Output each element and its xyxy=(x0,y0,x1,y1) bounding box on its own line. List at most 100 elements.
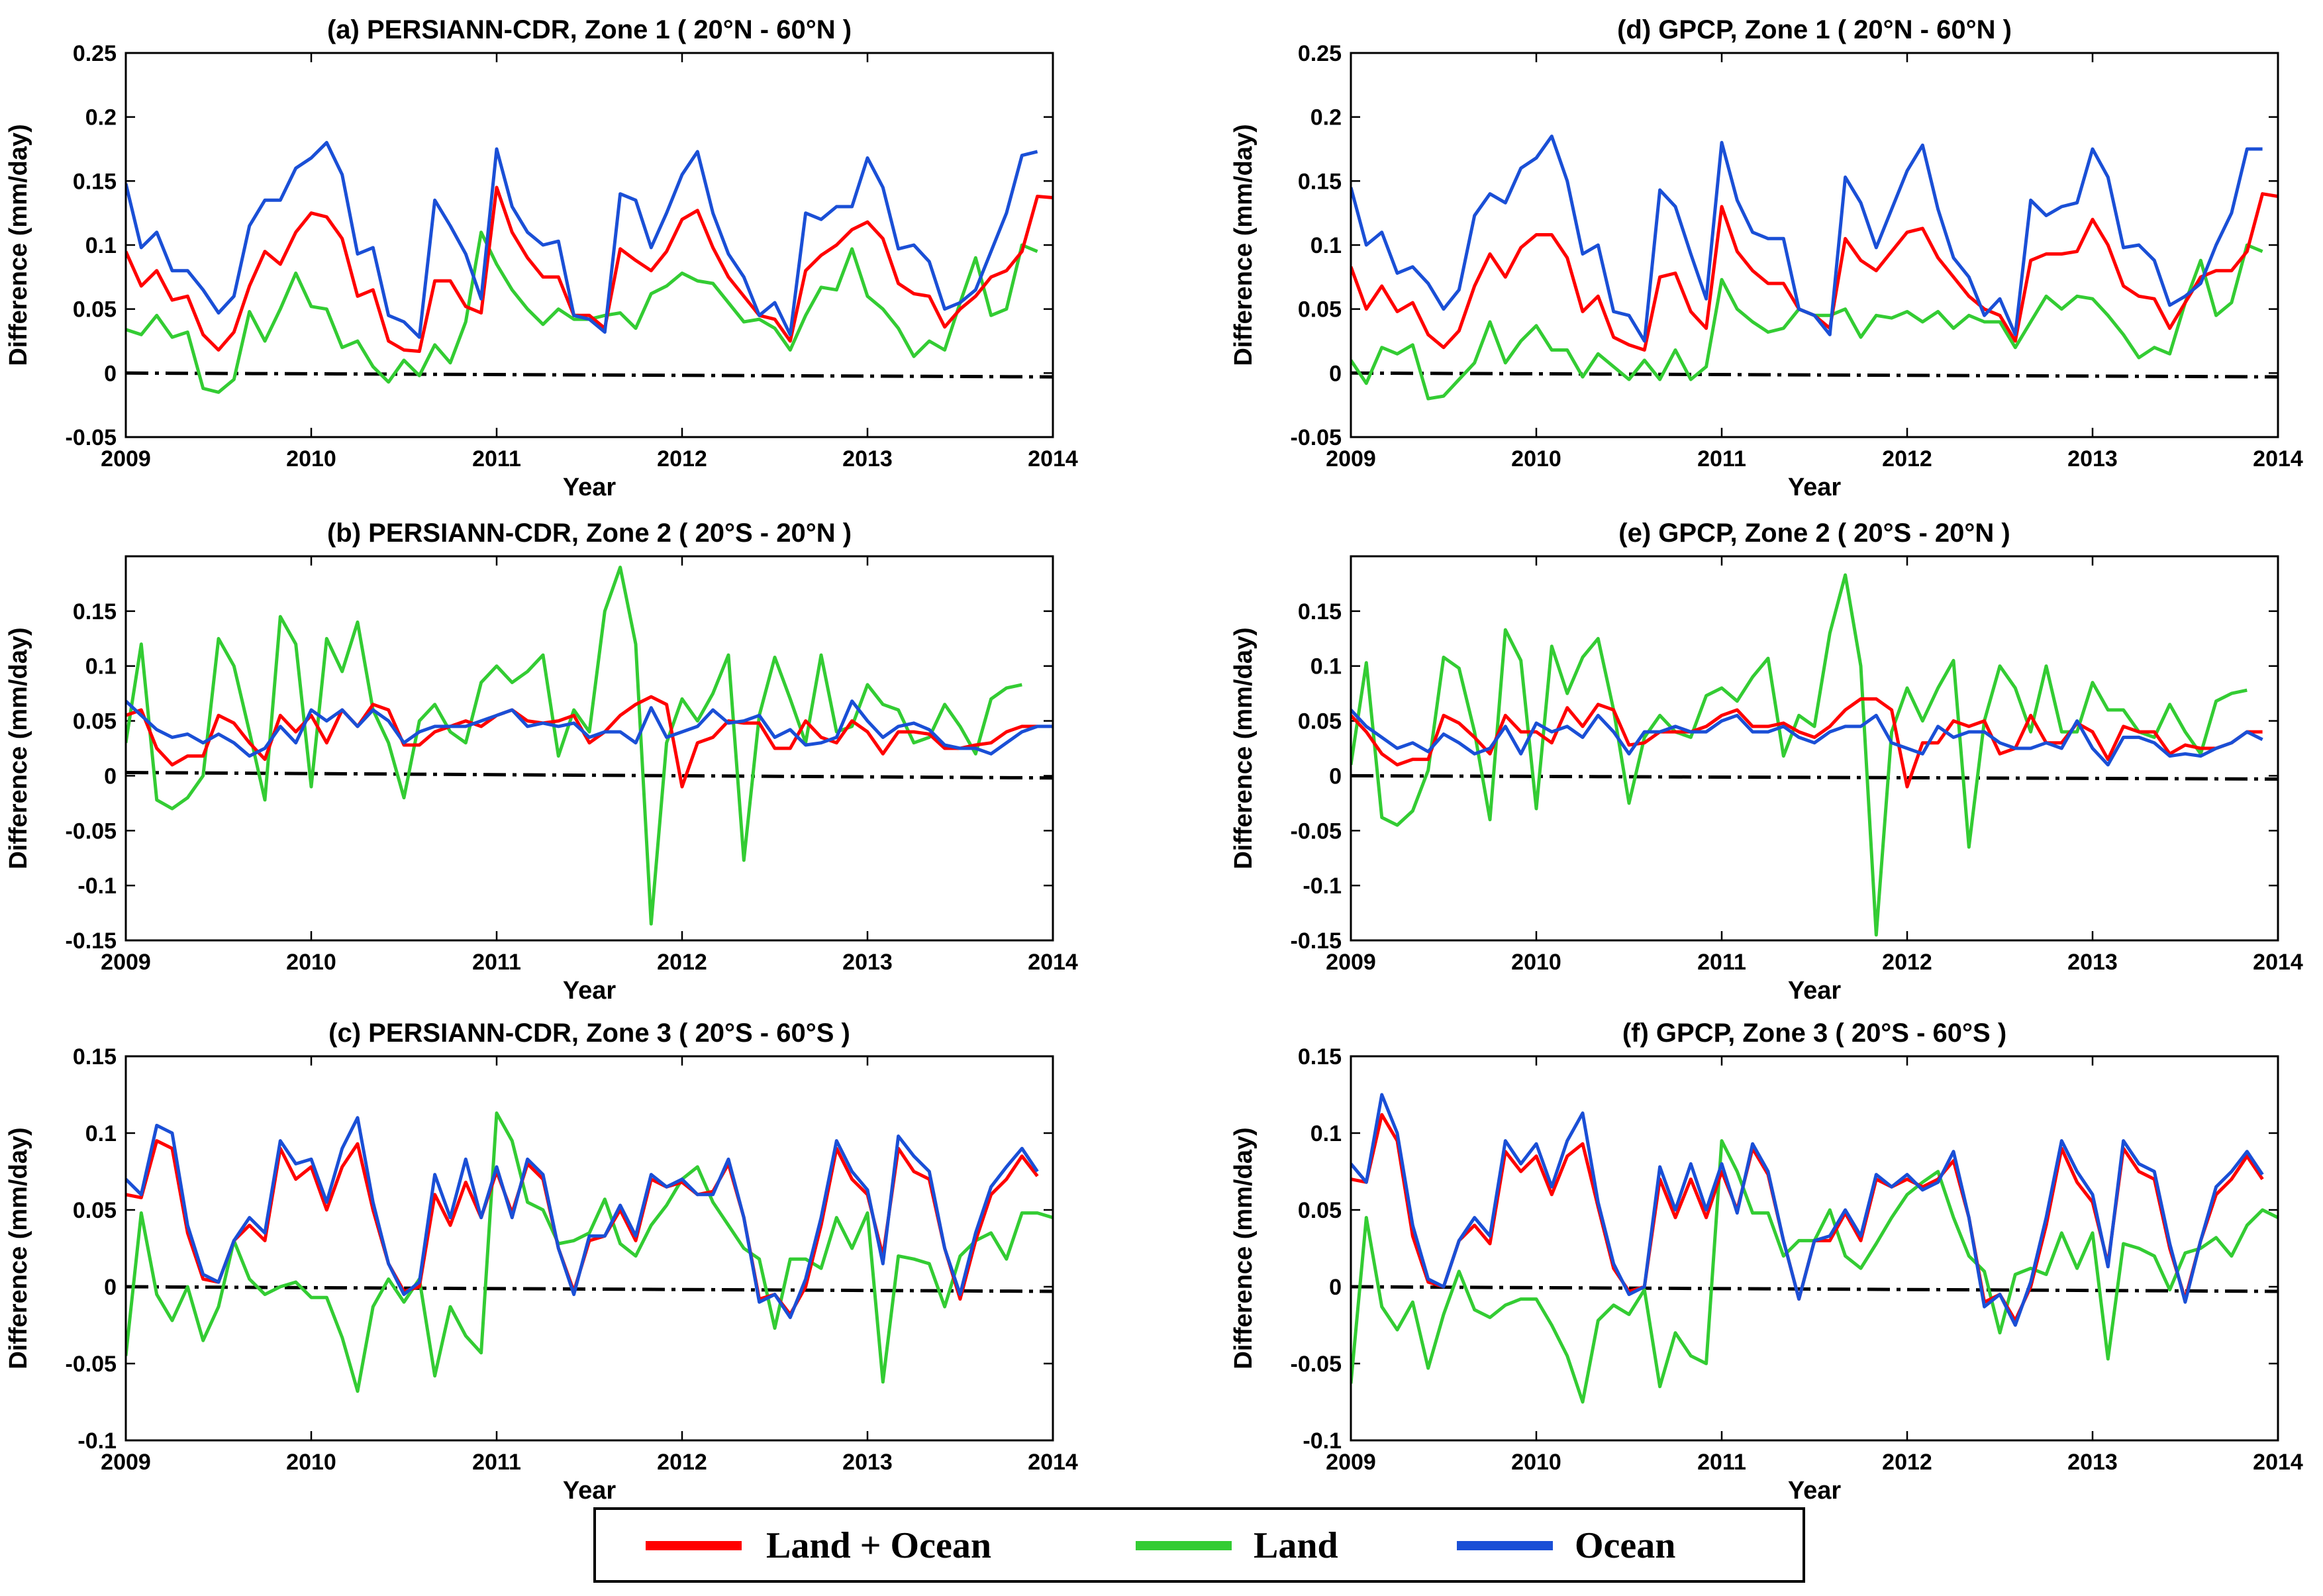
series-line-ocean xyxy=(126,1116,1039,1319)
legend-label-land: Land xyxy=(1254,1525,1338,1566)
series-line-ocean xyxy=(126,140,1038,339)
chart-panel-b: (b) PERSIANN-CDR, Zone 2 ( 20°S - 20°N )… xyxy=(5,519,1078,1005)
x-tick-label: 2009 xyxy=(101,950,151,975)
y-tick-label: 0.15 xyxy=(1298,1044,1342,1070)
x-tick-label: 2010 xyxy=(1511,446,1561,472)
y-tick-label: 0.15 xyxy=(1298,599,1342,624)
y-tick-label: 0.1 xyxy=(1310,233,1342,258)
y-tick-label: -0.05 xyxy=(1291,425,1342,450)
x-tick-label: 2013 xyxy=(842,1450,893,1475)
chart-panel-a: (a) PERSIANN-CDR, Zone 1 ( 20°N - 60°N )… xyxy=(5,15,1078,501)
y-tick-label: 0.25 xyxy=(73,41,117,66)
plot-area xyxy=(1351,556,2278,940)
x-tick-label: 2012 xyxy=(1882,950,1932,975)
y-tick-label: 0 xyxy=(104,1275,117,1300)
x-tick-label: 2013 xyxy=(2067,446,2118,472)
series-group xyxy=(126,140,1053,394)
x-tick-label: 2014 xyxy=(1028,950,1078,975)
y-tick-label: -0.05 xyxy=(1291,1352,1342,1377)
x-axis-label: Year xyxy=(1788,474,1842,501)
series-zero-reference-line xyxy=(126,771,1053,780)
series-line-land-ocean xyxy=(126,185,1053,353)
panels: (a) PERSIANN-CDR, Zone 1 ( 20°N - 60°N )… xyxy=(5,15,2303,1505)
y-tick-label: -0.05 xyxy=(1291,819,1342,844)
y-tick-label: 0.05 xyxy=(73,709,117,734)
y-tick-label: -0.1 xyxy=(1303,873,1342,899)
y-tick-label: 0 xyxy=(104,764,117,789)
x-axis-label: Year xyxy=(563,474,617,501)
series-group xyxy=(126,566,1053,926)
series-line-land-ocean xyxy=(1351,697,2263,789)
x-tick-label: 2011 xyxy=(472,950,521,975)
chart-title: (e) GPCP, Zone 2 ( 20°S - 20°N ) xyxy=(1618,519,2010,548)
y-tick-label: -0.1 xyxy=(1303,1428,1342,1454)
y-tick-label: 0.2 xyxy=(85,105,117,130)
x-tick-label: 2013 xyxy=(842,950,893,975)
x-tick-label: 2010 xyxy=(286,446,336,472)
x-tick-label: 2010 xyxy=(286,1450,336,1475)
y-tick-label: -0.15 xyxy=(66,928,117,954)
series-line-land xyxy=(126,230,1038,394)
x-tick-label: 2013 xyxy=(2067,1450,2118,1475)
x-tick-label: 2009 xyxy=(1326,446,1376,472)
x-axis-label: Year xyxy=(1788,1477,1842,1505)
y-tick-label: 0.1 xyxy=(85,233,117,258)
chart-panel-d: (d) GPCP, Zone 1 ( 20°N - 60°N ) 2009 2010… xyxy=(1230,15,2303,501)
series-line-land xyxy=(126,566,1022,926)
chart-title: (b) PERSIANN-CDR, Zone 2 ( 20°S - 20°N ) xyxy=(327,519,852,548)
plot-frame xyxy=(1350,52,2279,438)
legend-label-land-ocean: Land + Ocean xyxy=(766,1525,991,1566)
plot-frame xyxy=(124,52,1054,438)
y-axis-label: Difference (mm/day) xyxy=(5,627,32,869)
y-tick-label: 0.05 xyxy=(1298,1198,1342,1223)
y-tick-label: 0.15 xyxy=(1298,169,1342,194)
x-axis-label: Year xyxy=(563,1477,617,1505)
series-group xyxy=(1351,134,2278,401)
y-tick-label: 0 xyxy=(1329,764,1342,789)
x-tick-label: 2009 xyxy=(101,1450,151,1475)
x-tick-label: 2013 xyxy=(842,446,893,472)
chart-panel-f: (f) GPCP, Zone 3 ( 20°S - 60°S ) 2009 2010… xyxy=(1230,1019,2303,1505)
series-group xyxy=(126,1111,1053,1393)
series-group xyxy=(1351,1093,2278,1404)
y-axis-label: Difference (mm/day) xyxy=(1230,1127,1258,1369)
y-tick-label: -0.05 xyxy=(66,819,117,844)
x-tick-label: 2012 xyxy=(657,446,707,472)
chart-title: (d) GPCP, Zone 1 ( 20°N - 60°N ) xyxy=(1617,15,2012,44)
y-tick-label: 0.1 xyxy=(85,1121,117,1146)
plot-frame xyxy=(1350,1055,2279,1442)
y-tick-label: 0.25 xyxy=(1298,41,1342,66)
plot-frame xyxy=(124,1055,1054,1442)
y-tick-label: 0.15 xyxy=(73,169,117,194)
x-tick-label: 2013 xyxy=(2067,950,2118,975)
y-tick-label: -0.1 xyxy=(77,1428,117,1454)
x-tick-label: 2011 xyxy=(472,446,521,472)
series-zero-reference-line xyxy=(1351,1285,2278,1293)
x-tick-label: 2009 xyxy=(101,446,151,472)
y-tick-label: 0.1 xyxy=(1310,1121,1342,1146)
series-zero-reference-line xyxy=(1351,773,2278,781)
x-axis-label: Year xyxy=(563,977,617,1005)
y-tick-label: 0.15 xyxy=(73,1044,117,1070)
x-tick-label: 2010 xyxy=(1511,950,1561,975)
x-tick-label: 2014 xyxy=(2253,1450,2303,1475)
series-zero-reference-line xyxy=(126,371,1053,379)
series-line-land xyxy=(1351,573,2248,937)
x-tick-label: 2010 xyxy=(286,950,336,975)
chart-title: (f) GPCP, Zone 3 ( 20°S - 60°S ) xyxy=(1622,1019,2006,1048)
x-tick-label: 2011 xyxy=(1697,950,1746,975)
x-tick-label: 2014 xyxy=(1028,446,1078,472)
x-tick-label: 2014 xyxy=(1028,1450,1078,1475)
y-tick-label: 0.2 xyxy=(1310,105,1342,130)
x-tick-label: 2010 xyxy=(1511,1450,1561,1475)
x-tick-label: 2009 xyxy=(1326,950,1376,975)
series-zero-reference-line xyxy=(126,1285,1053,1293)
y-tick-label: 0.05 xyxy=(1298,709,1342,734)
y-axis-label: Difference (mm/day) xyxy=(1230,124,1258,366)
y-tick-label: 0.1 xyxy=(85,654,117,679)
x-tick-label: 2011 xyxy=(1697,1450,1746,1475)
x-tick-label: 2014 xyxy=(2253,446,2303,472)
y-axis-label: Difference (mm/day) xyxy=(1230,627,1258,869)
x-tick-label: 2009 xyxy=(1326,1450,1376,1475)
